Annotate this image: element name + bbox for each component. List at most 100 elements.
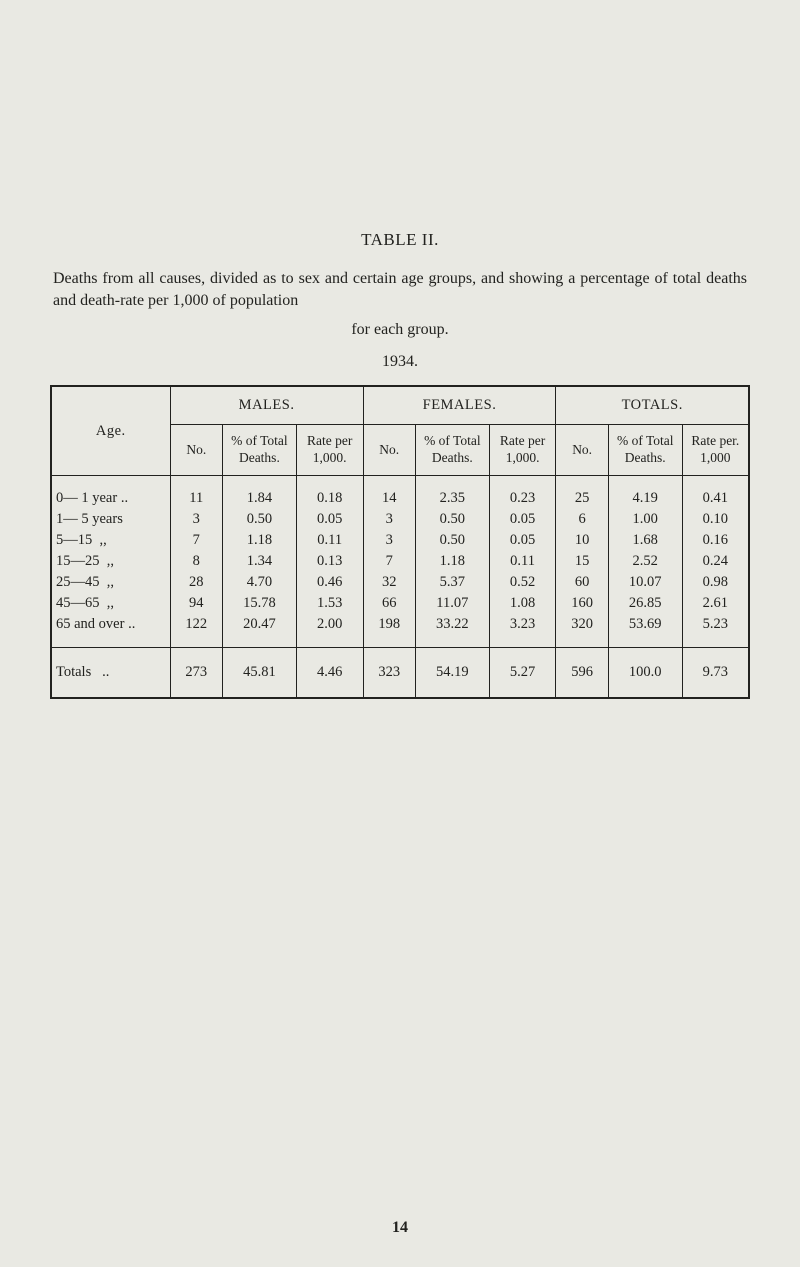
cell-value: 11 [170, 475, 222, 509]
cell-value: 66 [363, 593, 415, 614]
cell-value: 2.52 [608, 551, 682, 572]
table-row: 25—45 ,, 28 4.70 0.46 32 5.37 0.52 60 10… [51, 572, 749, 593]
cell-value: 26.85 [608, 593, 682, 614]
cell-value: 15.78 [222, 593, 296, 614]
cell-value: 32 [363, 572, 415, 593]
cell-value: 0.16 [682, 530, 749, 551]
col-header-females: FEMALES. [363, 386, 556, 425]
cell-value: 198 [363, 614, 415, 648]
cell-value: 1.53 [296, 593, 363, 614]
cell-value: 45.81 [222, 647, 296, 698]
cell-value: 11.07 [415, 593, 489, 614]
cell-value: 9.73 [682, 647, 749, 698]
cell-value: 5.27 [489, 647, 556, 698]
col-header-males-rate: Rate per 1,000. [296, 425, 363, 476]
table-totals-row: Totals .. 273 45.81 4.46 323 54.19 5.27 … [51, 647, 749, 698]
cell-value: 53.69 [608, 614, 682, 648]
cell-value: 0.05 [489, 530, 556, 551]
cell-value: 100.0 [608, 647, 682, 698]
cell-value: 6 [556, 509, 608, 530]
cell-value: 0.05 [489, 509, 556, 530]
cell-value: 0.46 [296, 572, 363, 593]
cell-age: 45—65 ,, [51, 593, 170, 614]
cell-value: 2.00 [296, 614, 363, 648]
col-header-totals: TOTALS. [556, 386, 749, 425]
cell-value: 7 [170, 530, 222, 551]
cell-value: 8 [170, 551, 222, 572]
col-header-males-pct: % of Total Deaths. [222, 425, 296, 476]
table-body: 0— 1 year .. 11 1.84 0.18 14 2.35 0.23 2… [51, 475, 749, 647]
table-row: 15—25 ,, 8 1.34 0.13 7 1.18 0.11 15 2.52… [51, 551, 749, 572]
page: TABLE II. Deaths from all causes, divide… [0, 0, 800, 1267]
cell-value: 25 [556, 475, 608, 509]
cell-value: 94 [170, 593, 222, 614]
cell-value: 0.05 [296, 509, 363, 530]
col-header-totals-no: No. [556, 425, 608, 476]
cell-value: 0.50 [415, 530, 489, 551]
cell-value: 596 [556, 647, 608, 698]
cell-value: 0.10 [682, 509, 749, 530]
cell-value: 0.52 [489, 572, 556, 593]
cell-value: 0.41 [682, 475, 749, 509]
col-header-totals-rate: Rate per. 1,000 [682, 425, 749, 476]
cell-value: 54.19 [415, 647, 489, 698]
table-row: 65 and over .. 122 20.47 2.00 198 33.22 … [51, 614, 749, 648]
cell-value: 3.23 [489, 614, 556, 648]
col-header-females-no: No. [363, 425, 415, 476]
cell-value: 1.08 [489, 593, 556, 614]
cell-age: 25—45 ,, [51, 572, 170, 593]
cell-value: 3 [363, 530, 415, 551]
cell-totals-label: Totals .. [51, 647, 170, 698]
cell-age: 0— 1 year .. [51, 475, 170, 509]
table-label: TABLE II. [45, 230, 755, 250]
cell-value: 0.18 [296, 475, 363, 509]
table-year: 1934. [45, 353, 755, 371]
table-row: 5—15 ,, 7 1.18 0.11 3 0.50 0.05 10 1.68 … [51, 530, 749, 551]
cell-value: 28 [170, 572, 222, 593]
cell-value: 2.61 [682, 593, 749, 614]
mortality-table: Age. MALES. FEMALES. TOTALS. No. % of To… [50, 385, 750, 699]
cell-value: 0.11 [296, 530, 363, 551]
cell-value: 5.23 [682, 614, 749, 648]
cell-value: 60 [556, 572, 608, 593]
cell-value: 160 [556, 593, 608, 614]
col-header-males: MALES. [170, 386, 363, 425]
col-header-females-rate: Rate per 1,000. [489, 425, 556, 476]
cell-age: 1— 5 years [51, 509, 170, 530]
cell-value: 0.13 [296, 551, 363, 572]
col-header-totals-pct: % of Total Deaths. [608, 425, 682, 476]
cell-value: 20.47 [222, 614, 296, 648]
cell-age: 5—15 ,, [51, 530, 170, 551]
cell-value: 3 [170, 509, 222, 530]
cell-value: 0.50 [415, 509, 489, 530]
cell-value: 15 [556, 551, 608, 572]
table-description-line-2: for each group. [45, 321, 755, 339]
cell-age: 15—25 ,, [51, 551, 170, 572]
cell-value: 0.50 [222, 509, 296, 530]
table-row: 1— 5 years 3 0.50 0.05 3 0.50 0.05 6 1.0… [51, 509, 749, 530]
page-number: 14 [0, 1219, 800, 1237]
cell-value: 1.00 [608, 509, 682, 530]
cell-value: 320 [556, 614, 608, 648]
col-header-age: Age. [51, 386, 170, 475]
cell-value: 0.24 [682, 551, 749, 572]
cell-value: 323 [363, 647, 415, 698]
cell-value: 122 [170, 614, 222, 648]
cell-value: 1.18 [415, 551, 489, 572]
col-header-males-no: No. [170, 425, 222, 476]
table-row: 45—65 ,, 94 15.78 1.53 66 11.07 1.08 160… [51, 593, 749, 614]
cell-value: 1.68 [608, 530, 682, 551]
cell-value: 3 [363, 509, 415, 530]
col-header-females-pct: % of Total Deaths. [415, 425, 489, 476]
cell-value: 2.35 [415, 475, 489, 509]
cell-value: 10.07 [608, 572, 682, 593]
table-group-header-row: Age. MALES. FEMALES. TOTALS. [51, 386, 749, 425]
table-description-line-1: Deaths from all causes, divided as to se… [53, 268, 747, 311]
cell-value: 0.23 [489, 475, 556, 509]
cell-value: 0.11 [489, 551, 556, 572]
cell-value: 14 [363, 475, 415, 509]
cell-value: 4.46 [296, 647, 363, 698]
cell-value: 1.18 [222, 530, 296, 551]
cell-value: 1.34 [222, 551, 296, 572]
cell-value: 4.70 [222, 572, 296, 593]
